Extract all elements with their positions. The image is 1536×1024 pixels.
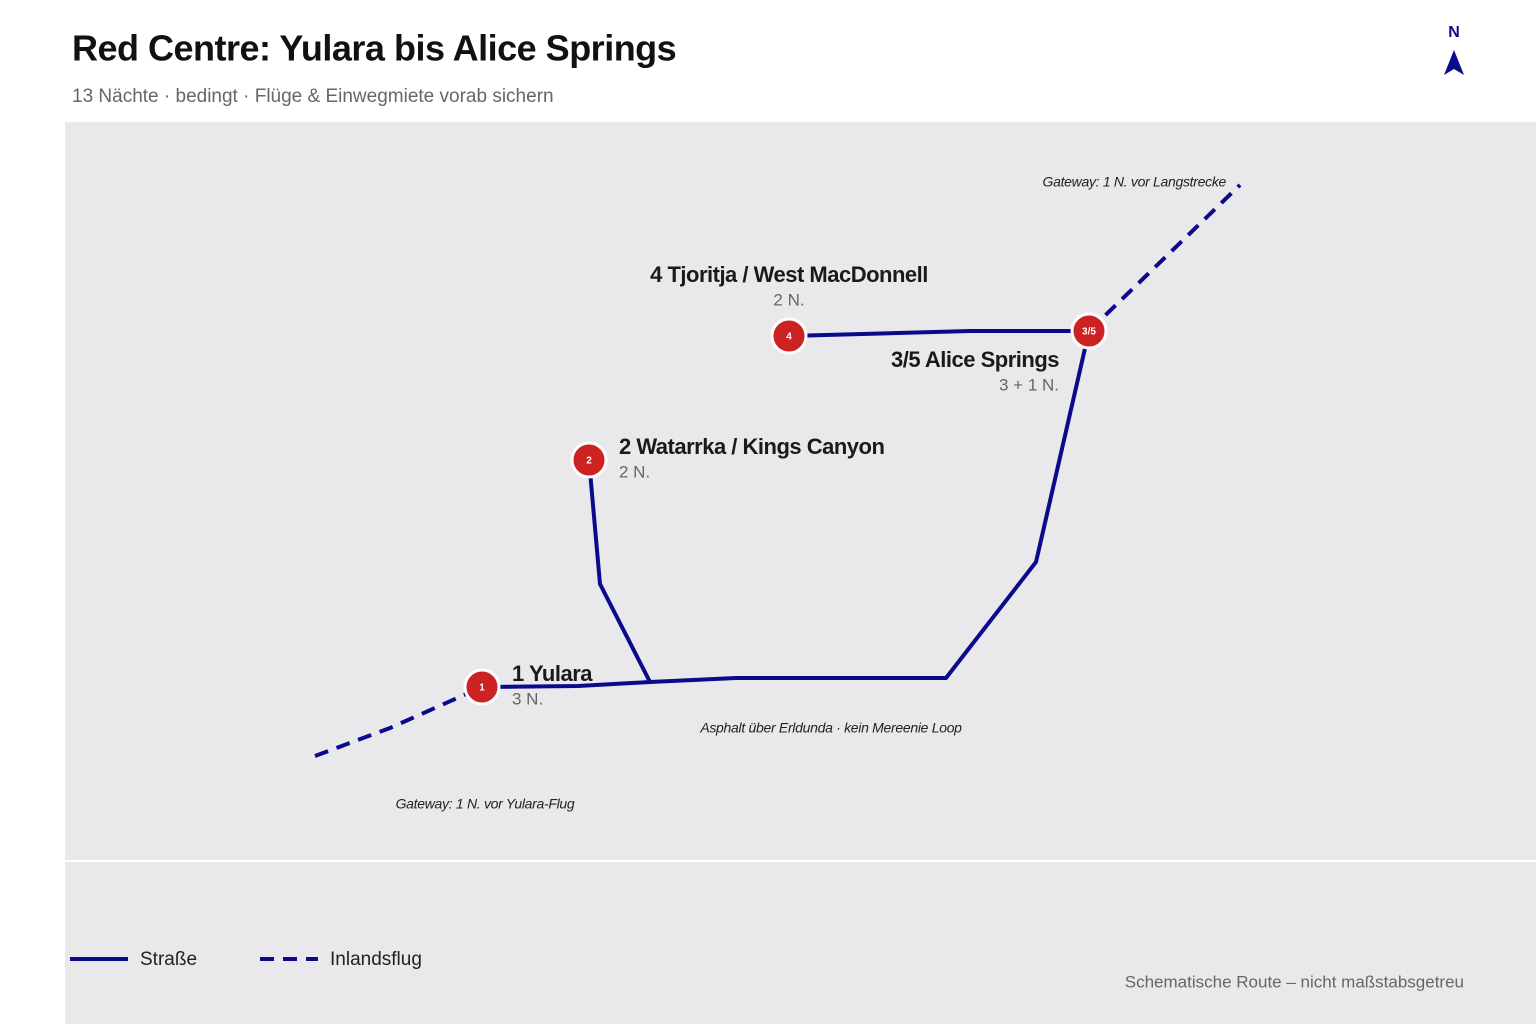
stop-marker bbox=[570, 441, 608, 479]
stop-name: 2 Watarrka / Kings Canyon bbox=[619, 434, 884, 459]
footer: Schematische Route – nicht maßstabsgetre… bbox=[1125, 972, 1464, 991]
stop-marker bbox=[770, 317, 808, 355]
road bbox=[481, 330, 1091, 689]
stop-nights: 3 + 1 N. bbox=[999, 375, 1059, 394]
stop-badge: 2 bbox=[586, 456, 592, 467]
flight bbox=[1087, 183, 1242, 333]
stop-marker bbox=[1070, 312, 1108, 350]
stop-badge: 1 bbox=[479, 683, 485, 694]
stop-name: 1 Yulara bbox=[512, 661, 593, 686]
note: Asphalt über Erldunda · kein Mereenie Lo… bbox=[699, 720, 962, 736]
legend-label: Inlandsflug bbox=[330, 949, 422, 970]
stop-nights: 2 N. bbox=[619, 462, 650, 481]
stop-name: 3/5 Alice Springs bbox=[891, 347, 1059, 372]
stop-badge: 3/5 bbox=[1082, 327, 1096, 338]
stop-name: 4 Tjoritja / West MacDonnell bbox=[650, 262, 928, 287]
north-arrow bbox=[1444, 50, 1464, 75]
note: Gateway: 1 N. vor Yulara-Flug bbox=[396, 796, 575, 812]
road bbox=[587, 459, 652, 683]
north-label: N bbox=[1448, 24, 1460, 41]
map-area bbox=[65, 122, 1536, 1024]
legend-label: Straße bbox=[140, 949, 197, 970]
stop-marker bbox=[463, 668, 501, 706]
road bbox=[788, 329, 1089, 338]
flight bbox=[314, 685, 483, 758]
stop-nights: 2 N. bbox=[773, 290, 804, 309]
stop-badge: 4 bbox=[786, 332, 792, 343]
title: Red Centre: Yulara bis Alice Springs bbox=[72, 28, 676, 69]
subtitle: 13 Nächte · bedingt · Flüge & Einwegmiet… bbox=[72, 86, 554, 107]
note: Gateway: 1 N. vor Langstrecke bbox=[1043, 174, 1227, 190]
stop-nights: 3 N. bbox=[512, 689, 543, 708]
